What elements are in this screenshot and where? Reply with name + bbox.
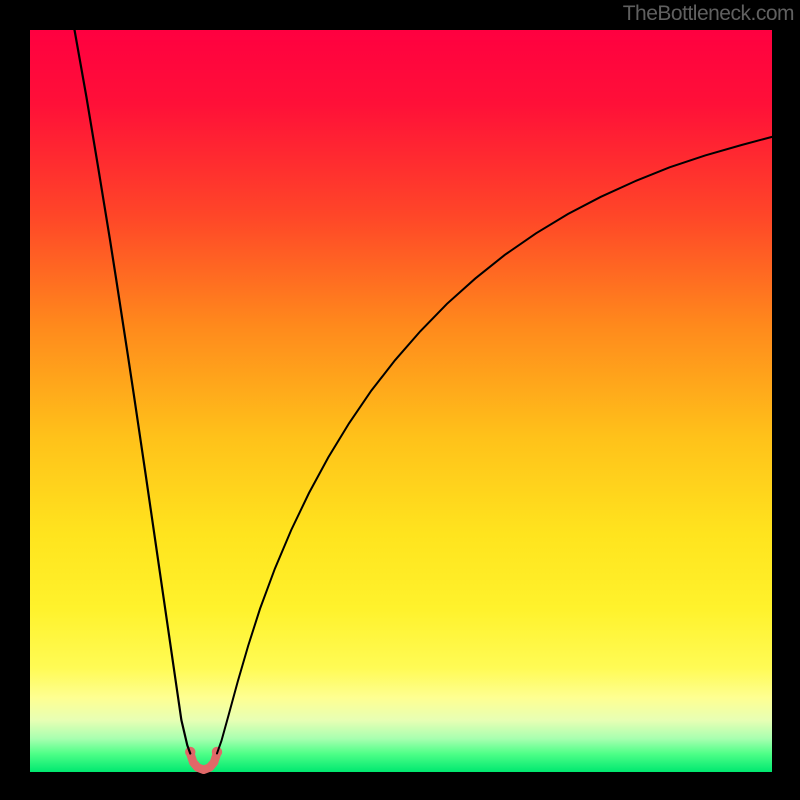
chart-container: TheBottleneck.com	[0, 0, 800, 800]
bottleneck-chart	[0, 0, 800, 800]
source-attribution: TheBottleneck.com	[623, 2, 794, 26]
